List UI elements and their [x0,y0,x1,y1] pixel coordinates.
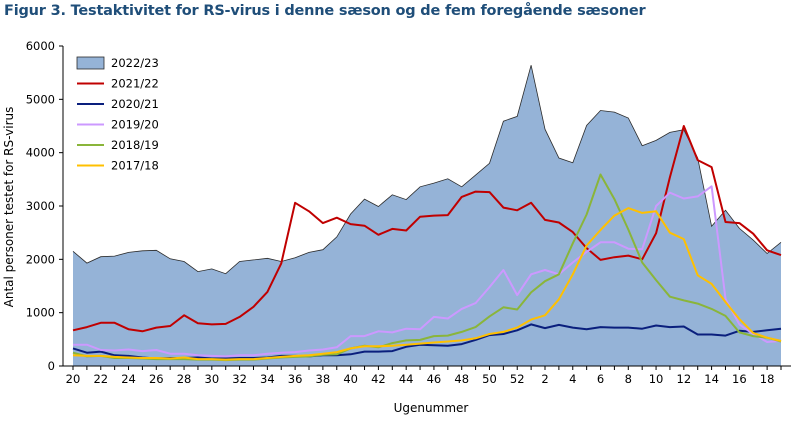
legend-label: 2018/19 [111,138,159,152]
y-tick-label: 5000 [26,92,55,106]
x-tick-label: 46 [427,372,442,386]
y-tick-label: 4000 [26,146,55,160]
x-tick-label: 36 [288,372,303,386]
x-tick-label: 52 [510,372,525,386]
y-tick-label: 0 [48,359,55,373]
series-line-2019-20 [73,185,782,358]
x-tick-label: 18 [760,372,775,386]
y-tick-label: 3000 [26,199,55,213]
x-tick-label: 2 [541,372,548,386]
series-line-2021-22 [72,125,782,333]
x-tick-label: 40 [343,372,358,386]
y-tick-label: 6000 [26,39,55,53]
x-tick-label: 20 [66,372,81,386]
legend-label: 2017/18 [111,159,159,173]
line-layer [72,125,782,362]
x-tick-label: 28 [177,372,192,386]
y-tick-label: 2000 [26,252,55,266]
x-axis-label: Ugenummer [394,401,469,415]
x-tick-label: 10 [649,372,664,386]
x-tick-label: 24 [121,372,136,386]
legend-label: 2019/20 [111,118,159,132]
x-tick-label: 14 [704,372,719,386]
x-tick-label: 30 [205,372,220,386]
legend-label: 2022/23 [111,56,159,70]
x-tick-label: 16 [732,372,747,386]
series-area-edge-2022-23 [72,65,782,275]
x-tick-label: 44 [399,372,414,386]
x-tick-label: 50 [482,372,497,386]
x-tick-label: 12 [677,372,692,386]
series-line-2017-18 [72,207,782,361]
x-tick-label: 48 [454,372,469,386]
legend-label: 2021/22 [111,77,159,91]
x-tick-label: 38 [316,372,331,386]
x-tick-label: 32 [232,372,247,386]
legend-swatch [76,56,105,70]
x-tick-label: 26 [149,372,164,386]
x-tick-label: 34 [260,372,275,386]
x-tick-label: 4 [569,372,576,386]
x-tick-label: 42 [371,372,386,386]
y-axis-label: Antal personer testet for RS-virus [2,107,16,308]
figure-title: Figur 3. Testaktivitet for RS-virus i de… [4,3,646,19]
x-tick-label: 8 [625,372,632,386]
x-tick-label: 22 [93,372,108,386]
series-line-2018-19 [72,173,782,362]
y-tick-label: 1000 [26,306,55,320]
legend-label: 2020/21 [111,97,159,111]
legend: 2022/23 2021/22 2020/21 2019/20 2018/19 2017/… [76,56,159,173]
x-tick-label: 6 [597,372,604,386]
